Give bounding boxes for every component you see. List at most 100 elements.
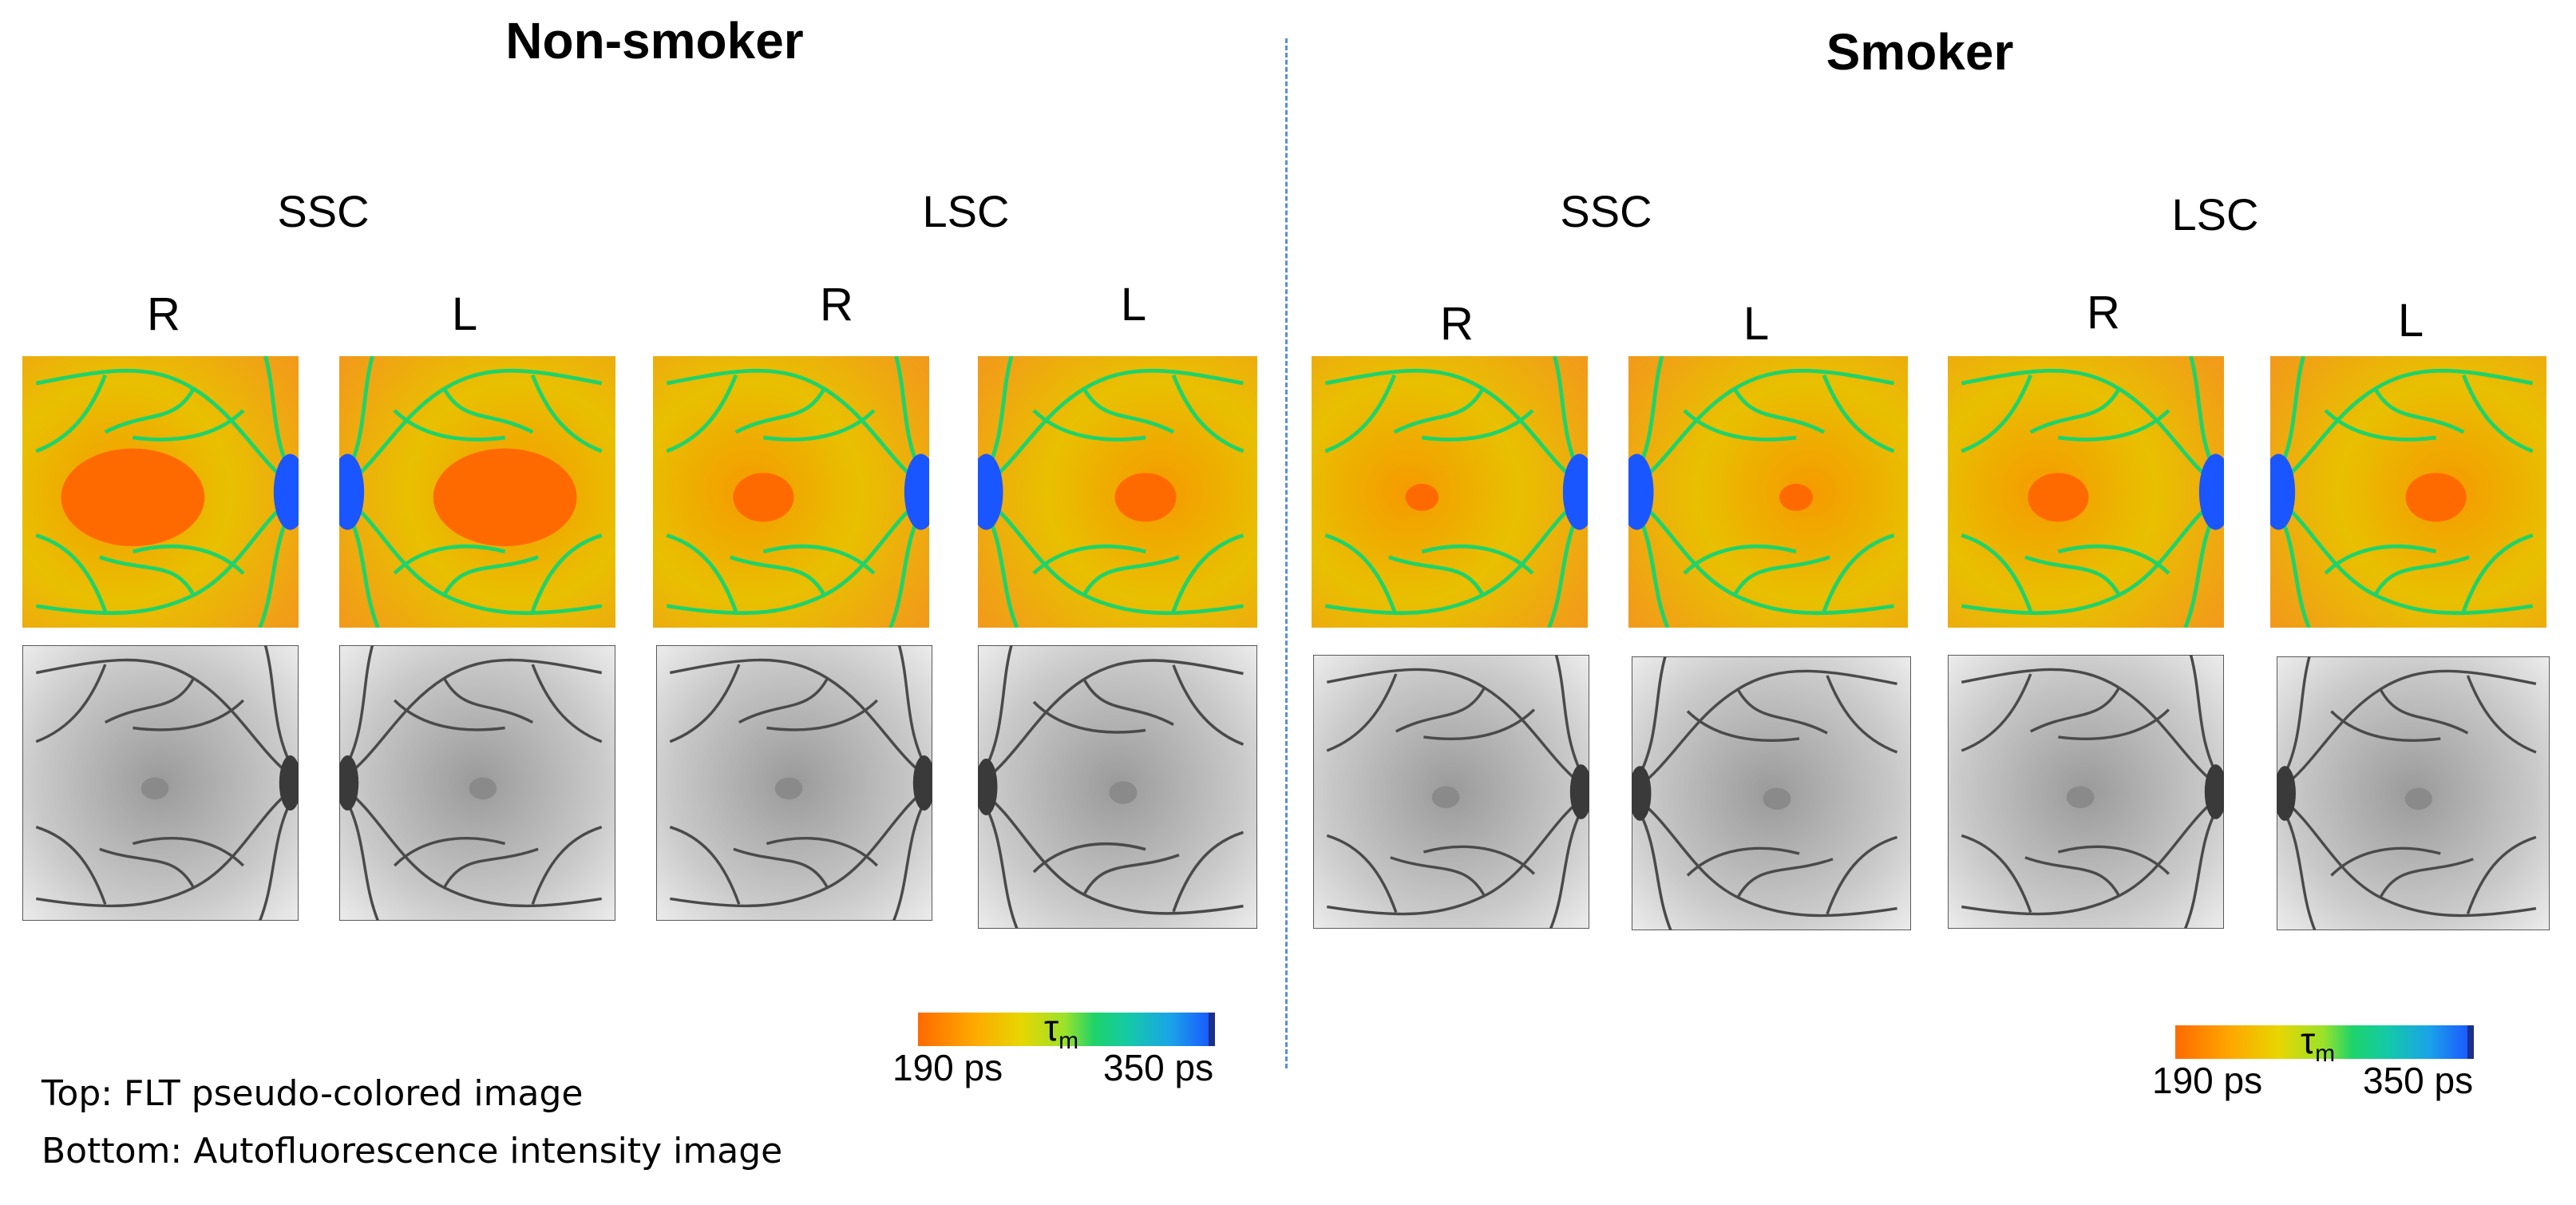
flt-image-nonsmoker-ssc-r	[22, 356, 299, 628]
colorbar-min-label: 190 ps	[2152, 1060, 2263, 1101]
flt-vessel	[1961, 533, 2033, 612]
af-vessel	[1395, 687, 1486, 733]
af-image-nonsmoker-ssc-r	[22, 645, 299, 921]
colorbar-symbol: τm	[1044, 1007, 1079, 1055]
eye-label-smoker-lsc-r: R	[2087, 287, 2120, 339]
flt-vessel	[132, 544, 245, 575]
af-vessel	[982, 800, 1019, 929]
af-vessel	[1636, 669, 1897, 789]
af-vessel	[892, 795, 928, 921]
colorbar-end-cap	[1209, 1013, 1215, 1046]
af-vessel	[2466, 675, 2537, 754]
flt-vessel	[133, 409, 245, 442]
fovea	[469, 777, 497, 800]
caption-bottom: Bottom: Autofluorescence intensity image	[42, 1131, 783, 1171]
optic-disc	[978, 454, 1003, 530]
flt-vessel	[2057, 544, 2170, 575]
flt-vessel	[1732, 555, 1830, 597]
af-vessel	[2029, 687, 2121, 733]
flt-image-nonsmoker-ssc-l	[339, 356, 615, 628]
af-vessel	[393, 837, 506, 867]
flt-vessel	[2029, 387, 2121, 434]
af-vessel	[1082, 678, 1174, 726]
optic-disc	[978, 759, 998, 815]
af-image-smoker-lsc-r	[1948, 655, 2224, 929]
flt-vessel	[35, 368, 295, 489]
optic-disc	[2198, 454, 2224, 530]
af-vessel	[1549, 804, 1585, 929]
af-vessel	[1390, 856, 1486, 897]
af-vessel	[263, 645, 295, 771]
af-vessel	[1082, 854, 1180, 896]
af-vessel	[343, 645, 374, 771]
flt-vessel	[35, 533, 108, 612]
flt-vessel	[1632, 368, 1894, 489]
flt-vessel	[1961, 368, 2220, 489]
flt-vessel	[2058, 409, 2170, 442]
flt-vessel	[1171, 533, 1244, 612]
af-vessel	[35, 826, 107, 905]
af-vessel	[258, 795, 295, 921]
af-vessel	[1826, 835, 1898, 914]
colorbar-max-label: 350 ps	[1103, 1047, 1214, 1088]
af-vessel	[531, 826, 603, 905]
fovea	[1431, 786, 1460, 809]
colorbar-gradient	[2175, 1025, 2471, 1059]
af-vessel	[2183, 804, 2220, 929]
colorbar-min-label: 190 ps	[892, 1047, 1003, 1088]
eye-label-nonsmoker-ssc-l: L	[451, 288, 478, 340]
flt-vessel	[666, 374, 738, 454]
flt-vessel	[2274, 368, 2534, 489]
af-vessel	[1736, 688, 1828, 735]
flt-vessel	[2024, 555, 2121, 597]
flt-background	[1628, 356, 1908, 628]
flt-vessel	[1324, 368, 1584, 489]
flt-vessel	[1032, 544, 1146, 575]
flt-vessel	[1082, 387, 1175, 434]
af-vessel	[35, 664, 107, 743]
flt-vessel	[1324, 374, 1397, 454]
af-vessel	[1172, 664, 1244, 746]
optic-disc	[339, 755, 359, 811]
optic-disc	[273, 454, 299, 530]
colorbar-gradient	[918, 1013, 1212, 1046]
af-vessel	[669, 826, 741, 905]
flt-vessel	[1683, 544, 1797, 575]
eye-label-nonsmoker-ssc-r: R	[147, 288, 180, 340]
flt-vessel	[666, 533, 738, 612]
colorbar-end-cap	[2467, 1025, 2474, 1059]
macula-region	[1114, 473, 1177, 522]
af-vessel	[343, 658, 603, 779]
af-vessel	[1554, 655, 1585, 779]
flt-vessel	[1082, 555, 1180, 597]
af-vessel	[2189, 655, 2220, 779]
caption-top: Top: FLT pseudo-colored image	[42, 1073, 584, 1114]
af-vessel	[2330, 846, 2441, 877]
flt-vessel	[35, 374, 108, 454]
af-vessel	[2024, 856, 2121, 897]
flt-vessel	[1961, 374, 2033, 454]
af-vessel	[2330, 710, 2441, 743]
flt-vessel	[730, 555, 826, 597]
fovea	[1763, 787, 1791, 811]
af-vessel	[99, 847, 196, 889]
flt-vessel	[393, 409, 505, 442]
cohort-label-smoker-lsc: LSC	[2171, 189, 2259, 240]
fovea	[140, 777, 169, 800]
optic-disc	[1632, 766, 1652, 821]
flt-vessel	[734, 387, 826, 434]
af-vessel	[1686, 710, 1800, 743]
af-vessel	[1826, 675, 1898, 754]
af-vessel	[1736, 858, 1834, 898]
group-title-nonsmoker: Non-smoker	[505, 12, 804, 69]
af-vessel	[1686, 846, 1800, 877]
af-vessel	[132, 837, 245, 867]
af-vessel	[1172, 830, 1244, 913]
eye-label-smoker-ssc-l: L	[1743, 298, 1770, 350]
macula-region	[61, 448, 205, 546]
macula-region	[2405, 473, 2467, 522]
af-vessel	[343, 795, 380, 921]
flt-vessel	[1732, 387, 1826, 434]
group-title-smoker: Smoker	[1826, 23, 2014, 81]
flt-vessel	[2324, 544, 2437, 575]
